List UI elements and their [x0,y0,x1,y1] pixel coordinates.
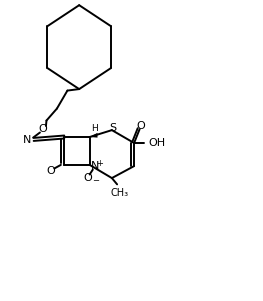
Text: O: O [83,173,92,183]
Text: +: + [97,159,103,168]
Text: OH: OH [149,138,166,148]
Text: −: − [92,176,99,185]
Text: O: O [47,166,55,176]
Text: N: N [91,161,99,171]
Text: H: H [91,124,98,133]
Text: O: O [38,124,47,134]
Text: O: O [136,121,145,131]
Text: CH₃: CH₃ [110,188,128,198]
Text: N: N [23,135,32,145]
Text: S: S [109,123,116,133]
Polygon shape [90,133,98,138]
